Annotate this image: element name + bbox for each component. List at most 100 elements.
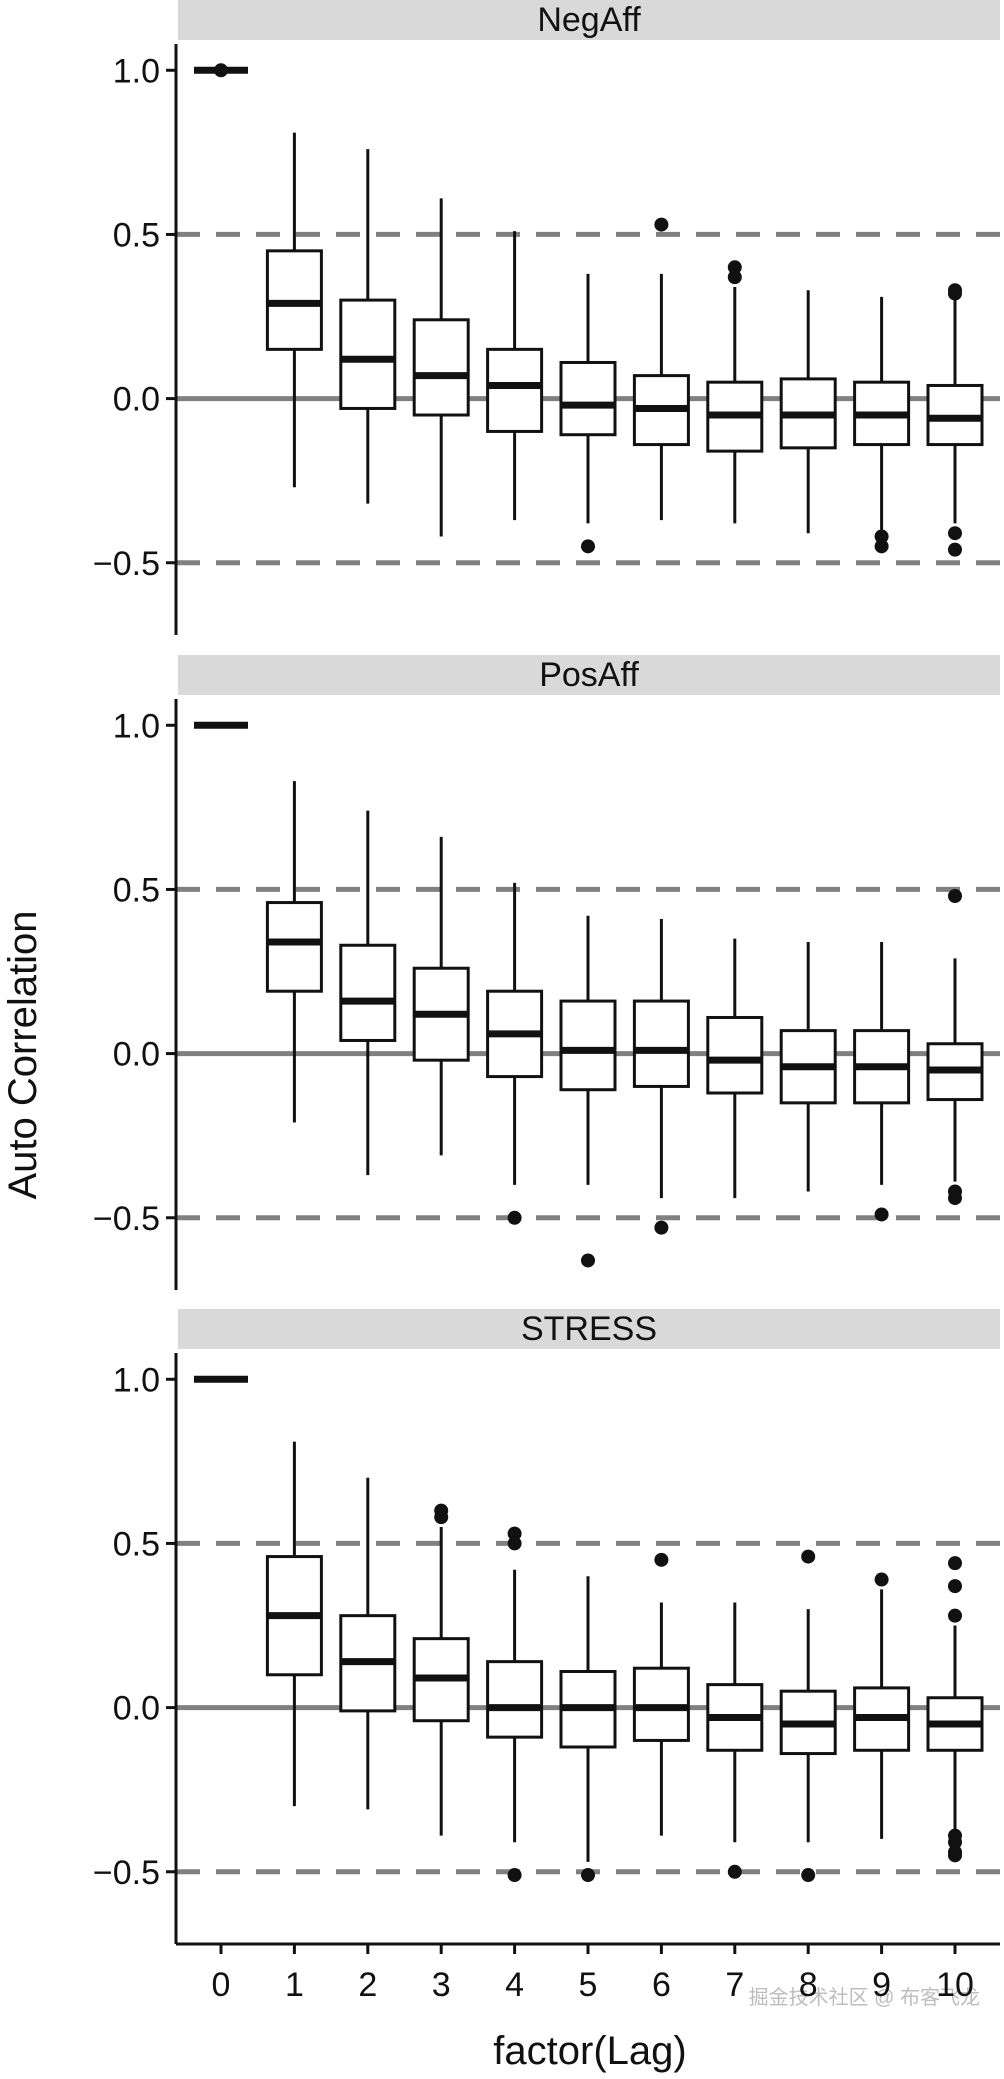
x-tick-label: 9 [872, 1966, 891, 2004]
outlier-point [874, 1572, 889, 1587]
box-lag-8 [779, 1549, 837, 1883]
x-tick-label: 10 [936, 1966, 974, 2004]
outlier-point [727, 270, 742, 285]
box-lag-6 [632, 918, 690, 1235]
x-tick-label: 8 [799, 1966, 818, 2004]
outlier-point [874, 539, 889, 554]
box-lag-6 [632, 217, 690, 521]
outlier-point [948, 1848, 962, 1863]
outlier-point [654, 1220, 669, 1235]
iqr-box [486, 347, 544, 433]
iqr-box [265, 901, 323, 993]
iqr-box [339, 298, 397, 410]
iqr-box [412, 318, 470, 417]
x-tick-label: 4 [505, 1966, 524, 2004]
x-tick-label: 6 [652, 1966, 671, 2004]
outlier-point [727, 260, 742, 275]
x-tick-label: 7 [725, 1966, 744, 2004]
y-tick-label: 0.5 [113, 871, 160, 909]
box-lag-4 [486, 1526, 544, 1883]
iqr-box [559, 360, 617, 437]
panel-title: PosAff [539, 656, 639, 694]
outlier-point [581, 539, 595, 554]
y-tick-label: −0.5 [93, 1200, 160, 1238]
y-tick-label: 1.0 [113, 707, 160, 745]
panel-strip [178, 1309, 1000, 1349]
y-tick-label: −0.5 [93, 545, 160, 583]
y-tick-label: 1.0 [113, 52, 160, 90]
box-lag-3 [412, 1503, 470, 1836]
outlier-point [727, 1864, 742, 1879]
box-lag-4 [486, 882, 544, 1225]
outlier-point [507, 1526, 522, 1541]
outlier-point [948, 1556, 962, 1571]
outlier-point [948, 1608, 962, 1623]
outlier-point [874, 529, 889, 544]
panel-title: NegAff [537, 1, 641, 39]
outlier-point [507, 1536, 522, 1551]
box-lag-0 [194, 63, 248, 78]
outlier-point [948, 283, 962, 298]
x-tick-label: 2 [358, 1966, 377, 2004]
outlier-point [801, 1868, 816, 1883]
y-tick-label: −0.5 [93, 1854, 160, 1892]
box-lag-7 [706, 1602, 764, 1879]
y-tick-label: 1.0 [113, 1361, 160, 1399]
box-lag-8 [779, 290, 837, 534]
outlier-point [507, 1210, 522, 1225]
box-lag-8 [779, 941, 837, 1192]
y-tick-label: 0.0 [113, 381, 160, 419]
box-lag-3 [412, 198, 470, 537]
outlier-point [948, 1835, 962, 1850]
iqr-box [559, 999, 617, 1092]
box-lag-1 [265, 132, 323, 488]
box-lag-3 [412, 836, 470, 1156]
outlier-point [948, 526, 962, 541]
outlier-point [507, 1868, 522, 1883]
x-tick-label: 3 [432, 1966, 451, 2004]
outlier-point [948, 1191, 962, 1206]
y-axis-title: Auto Correlation [1, 910, 45, 1199]
iqr-box [339, 943, 397, 1042]
box-lag-9 [853, 941, 911, 1222]
y-tick-label: 0.0 [113, 1690, 160, 1728]
iqr-box [632, 999, 690, 1088]
box-lag-10 [926, 283, 984, 557]
box-lag-10 [926, 889, 984, 1206]
x-tick-label: 5 [579, 1966, 598, 2004]
outlier-point [214, 63, 228, 78]
box-lag-9 [853, 296, 911, 554]
panel-posaff: PosAff −0.5 0.0 0.5 1.0 [93, 655, 1000, 1290]
outlier-point [948, 542, 962, 557]
panel-strip [178, 0, 1000, 40]
outlier-point [581, 1868, 595, 1883]
outlier-point [581, 1253, 595, 1268]
box-lag-4 [486, 231, 544, 521]
outlier-point [654, 217, 669, 232]
box-lag-7 [706, 260, 764, 524]
box-lag-6 [632, 1552, 690, 1836]
box-lag-9 [853, 1572, 911, 1839]
panel-strip [178, 655, 1000, 695]
outlier-point [654, 1552, 669, 1567]
x-tick-label: 0 [212, 1966, 231, 2004]
outlier-point [801, 1549, 816, 1564]
box-lag-7 [706, 938, 764, 1199]
panel-negaff: NegAff −0.5 0.0 0.5 1.0 [93, 0, 1000, 635]
y-tick-label: 0.5 [113, 216, 160, 254]
iqr-box [486, 1660, 544, 1739]
box-lag-5 [559, 273, 617, 554]
panels-layer: NegAff−0.50.00.51.0PosAff−0.50.00.51.0ST… [93, 0, 1000, 2004]
box-lag-5 [559, 1576, 617, 1883]
panel-stress: STRESS −0.5 0.0 0.5 1.0 0 1 2 3 4 5 6 7 8 9 10 [93, 1309, 1000, 2004]
iqr-box [706, 1015, 764, 1095]
outlier-point [948, 889, 962, 903]
x-tick-label: 1 [285, 1966, 304, 2004]
outlier-point [434, 1510, 449, 1525]
box-lag-5 [559, 915, 617, 1268]
box-lag-2 [339, 810, 397, 1176]
y-tick-label: 0.5 [113, 1525, 160, 1563]
box-lag-1 [265, 781, 323, 1123]
outlier-point [874, 1207, 889, 1222]
